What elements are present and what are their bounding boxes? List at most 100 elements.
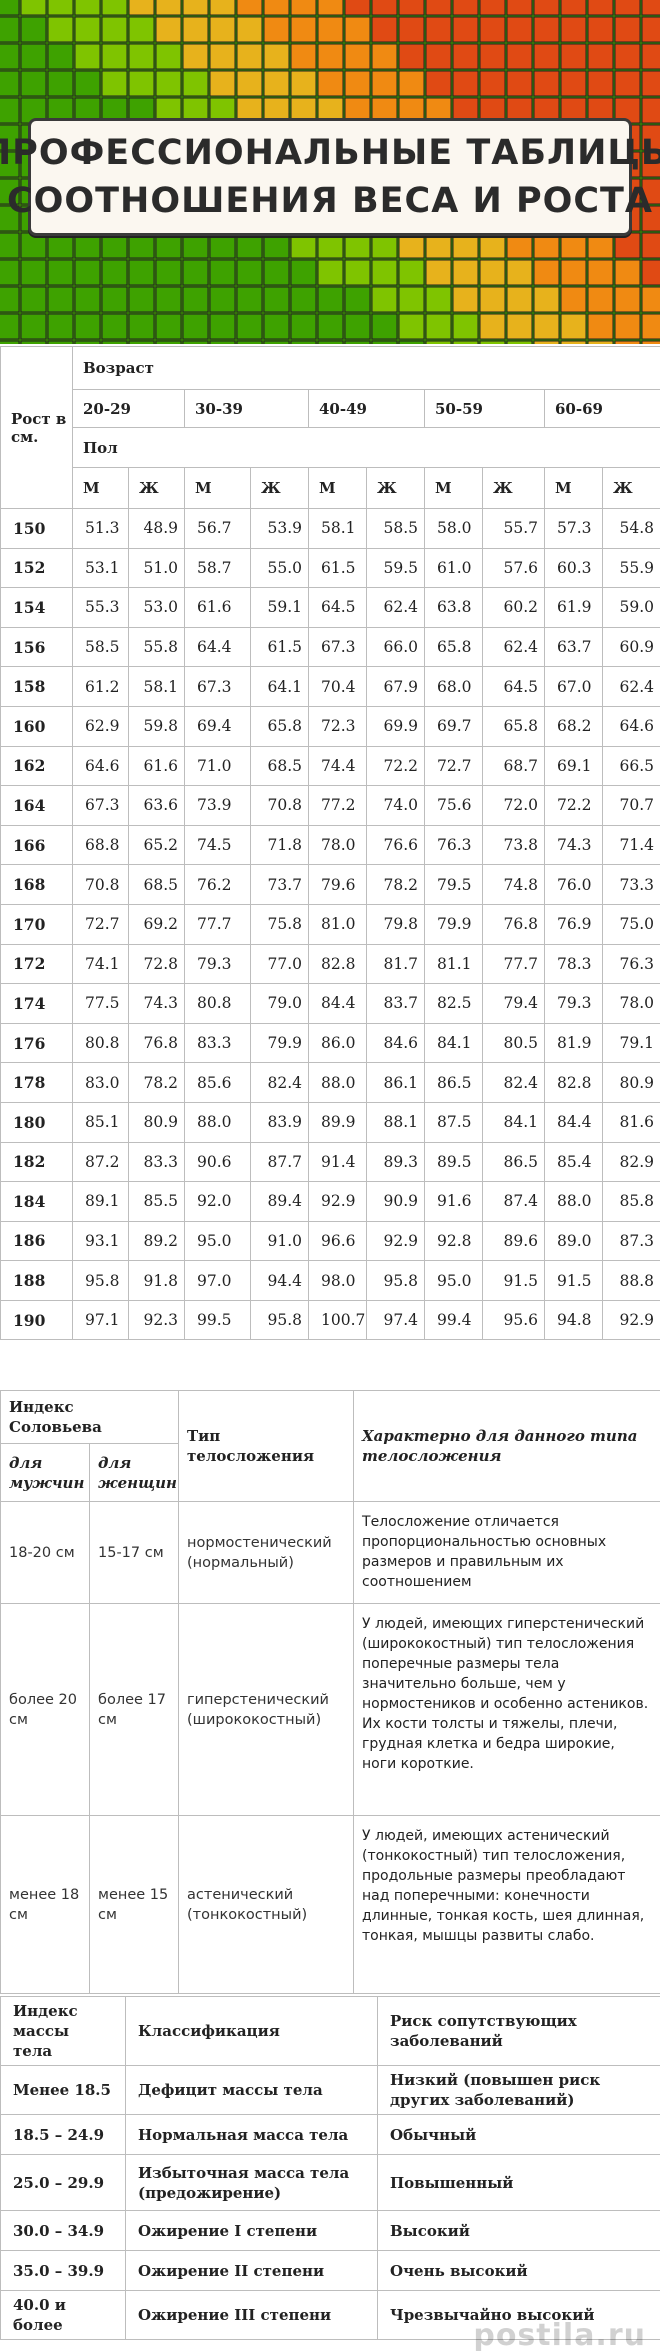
banner-cell	[398, 70, 425, 97]
bmi-risk: Повышенный	[377, 2154, 660, 2211]
weight-value: 69.4	[184, 705, 251, 747]
banner-cell	[371, 16, 398, 43]
bmi-row: 18.5 – 24.9 Нормальная масса тела Обычный	[0, 2114, 660, 2155]
body-type-header: Тип телосложения	[178, 1390, 355, 1502]
banner-cell	[317, 313, 344, 340]
weight-value: 79.3	[544, 983, 603, 1024]
banner-cell	[587, 313, 614, 340]
banner-cell	[74, 70, 101, 97]
banner-cell	[317, 259, 344, 286]
solovyov-men: более 20 см	[0, 1603, 90, 1816]
bmi-classification: Дефицит массы тела	[125, 2065, 378, 2115]
risk-header: Риск сопутствующих заболеваний	[377, 1996, 660, 2066]
weight-value: 90.6	[184, 1141, 251, 1183]
banner-cell	[614, 313, 641, 340]
banner-cell	[20, 43, 47, 70]
banner-cell	[506, 16, 533, 43]
banner-cell	[425, 16, 452, 43]
weight-row: 164 67.3 63.6 73.9 70.8 77.2 74.0 75.6 72.0 72.2 7…	[0, 785, 660, 826]
weight-value: 70.7	[601, 785, 660, 826]
banner-cell	[20, 259, 47, 286]
banner-cell	[47, 259, 74, 286]
weight-value: 97.0	[184, 1260, 251, 1301]
height-value: 158	[0, 666, 73, 707]
weight-row: 174 77.5 74.3 80.8 79.0 84.4 83.7 82.5 79.4 79.3 7…	[0, 983, 660, 1024]
banner-cell	[398, 286, 425, 313]
banner-cell	[425, 259, 452, 286]
weight-value: 81.1	[424, 943, 483, 985]
weight-value: 91.5	[482, 1260, 545, 1301]
weight-row: 178 83.0 78.2 85.6 82.4 88.0 86.1 86.5 82.4 82.8 8…	[0, 1062, 660, 1103]
weight-row: 158 61.2 58.1 67.3 64.1 70.4 67.9 68.0 64.5 67.0 6…	[0, 666, 660, 707]
banner-cell	[479, 43, 506, 70]
weight-value: 60.9	[601, 626, 660, 668]
weight-value: 84.1	[424, 1022, 483, 1064]
weight-value: 59.8	[128, 705, 185, 747]
weight-value: 95.8	[250, 1299, 309, 1341]
banner-cell	[0, 124, 20, 151]
age-group: 40-49	[308, 389, 425, 428]
weight-value: 91.6	[424, 1181, 483, 1222]
weight-value: 59.0	[601, 587, 660, 628]
weight-value: 77.7	[184, 903, 251, 945]
banner-cell	[533, 259, 560, 286]
banner-cell	[263, 313, 290, 340]
weight-value: 55.9	[601, 547, 660, 589]
weight-value: 77.0	[250, 943, 309, 985]
bmi-range: 25.0 – 29.9	[0, 2154, 126, 2211]
banner-cell	[371, 313, 398, 340]
height-value: 150	[0, 508, 73, 549]
banner-cell	[371, 286, 398, 313]
weight-value: 72.3	[308, 705, 367, 747]
sex-header: Пол	[71, 427, 660, 468]
banner-cell	[344, 313, 371, 340]
weight-value: 76.3	[601, 943, 660, 985]
weight-value: 65.8	[250, 705, 309, 747]
banner-cell	[425, 0, 452, 16]
banner-cell	[452, 70, 479, 97]
banner-cell	[506, 43, 533, 70]
banner-cell	[641, 16, 660, 43]
banner-cell	[317, 70, 344, 97]
banner-cell	[236, 286, 263, 313]
weight-value: 61.9	[544, 587, 603, 628]
weight-value: 64.4	[184, 626, 251, 668]
weight-value: 96.6	[308, 1220, 367, 1262]
weight-value: 85.8	[601, 1181, 660, 1222]
height-value: 188	[0, 1260, 73, 1301]
weight-row: 188 95.8 91.8 97.0 94.4 98.0 95.8 95.0 91.5 91.5 8…	[0, 1260, 660, 1301]
banner-cell	[425, 286, 452, 313]
height-value: 180	[0, 1101, 73, 1143]
weight-value: 99.4	[424, 1299, 483, 1341]
banner-cell	[533, 0, 560, 16]
weight-value: 64.5	[482, 666, 545, 707]
weight-value: 79.8	[366, 903, 425, 945]
weight-value: 93.1	[72, 1220, 129, 1262]
banner-cell	[290, 70, 317, 97]
banner-cell	[641, 43, 660, 70]
weight-value: 85.4	[544, 1141, 603, 1183]
banner-cell	[533, 43, 560, 70]
banner-cell	[506, 70, 533, 97]
bmi-range: 30.0 – 34.9	[0, 2210, 126, 2251]
banner-cell	[479, 259, 506, 286]
weight-value: 92.3	[128, 1299, 185, 1341]
banner-cell	[614, 286, 641, 313]
weight-value: 88.0	[184, 1101, 251, 1143]
banner-cell	[641, 340, 660, 344]
banner-cell	[128, 259, 155, 286]
sex-label: Ж	[601, 467, 660, 509]
weight-value: 74.3	[544, 824, 603, 866]
weight-value: 87.3	[601, 1220, 660, 1262]
banner-cell	[371, 340, 398, 344]
banner-cell	[371, 70, 398, 97]
weight-value: 80.9	[128, 1101, 185, 1143]
banner-cell	[209, 16, 236, 43]
banner-cell	[155, 0, 182, 16]
weight-value: 76.9	[544, 903, 603, 945]
weight-value: 94.4	[250, 1260, 309, 1301]
weight-value: 80.8	[184, 983, 251, 1024]
weight-value: 72.7	[72, 903, 129, 945]
height-value: 178	[0, 1062, 73, 1103]
weight-value: 78.2	[128, 1062, 185, 1103]
